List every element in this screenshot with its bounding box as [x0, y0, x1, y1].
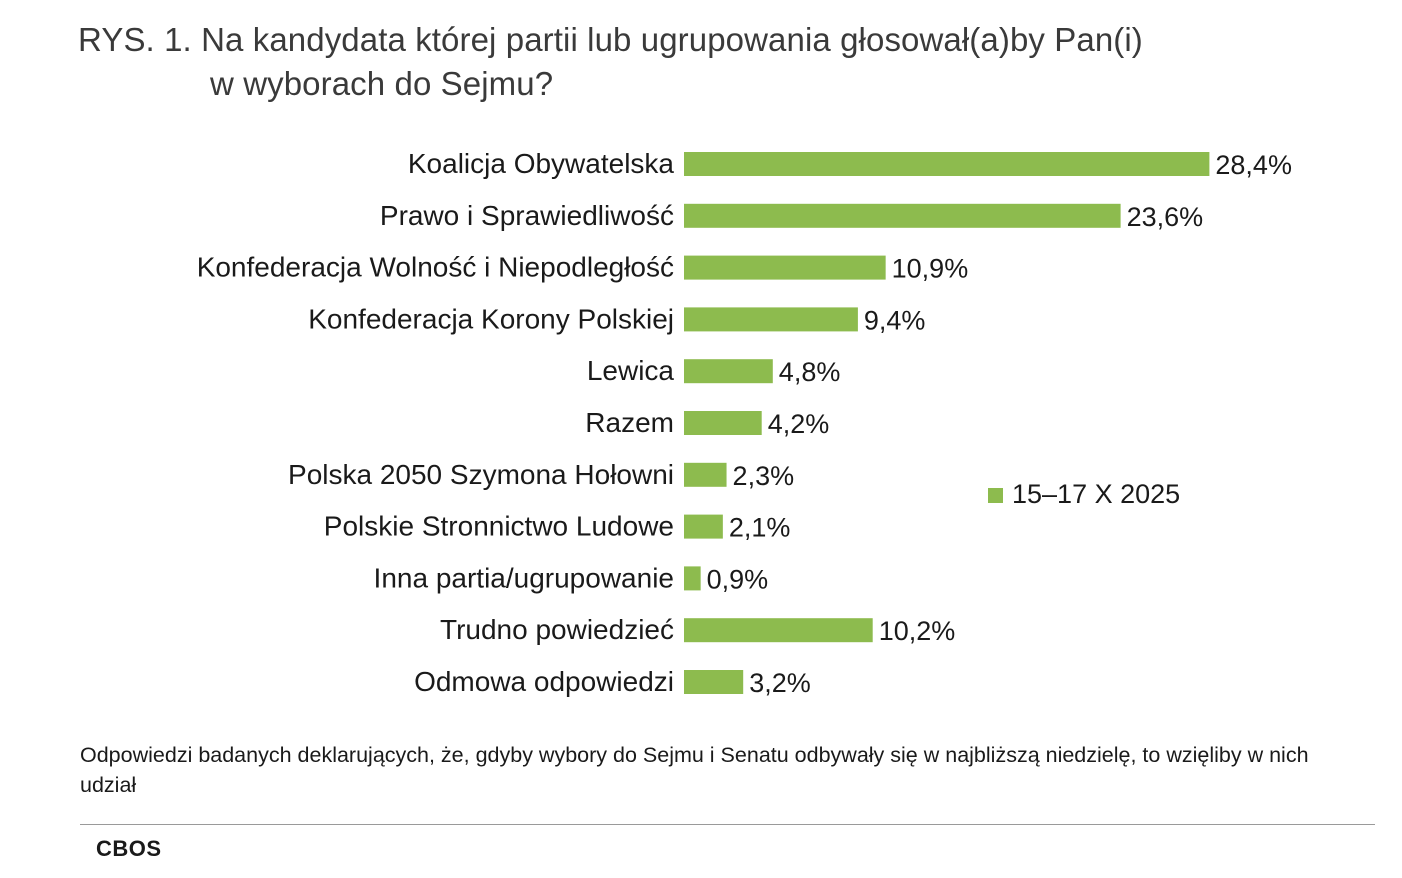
category-label: Odmowa odpowiedzi	[414, 666, 674, 697]
category-label: Koalicja Obywatelska	[408, 148, 675, 179]
category-label: Konfederacja Wolność i Niepodległość	[197, 252, 674, 283]
value-label: 23,6%	[1127, 202, 1204, 232]
bar	[684, 462, 727, 487]
bar	[684, 514, 723, 539]
category-label: Lewica	[587, 355, 675, 386]
value-label: 4,8%	[779, 357, 841, 387]
chart-title-line2: w wyborach do Sejmu?	[210, 65, 554, 102]
bars-layer: Koalicja Obywatelska 28,4% Prawo i Sprawie…	[197, 148, 1292, 698]
category-label: Trudno powiedzieć	[440, 614, 674, 645]
chart-title-line1: RYS. 1. Na kandydata której partii lub u…	[78, 21, 1143, 58]
bar	[684, 566, 701, 591]
bar	[684, 255, 886, 280]
source-label: CBOS	[96, 836, 162, 861]
category-label: Prawo i Sprawiedliwość	[380, 200, 674, 231]
legend-swatch	[988, 488, 1003, 503]
value-label: 9,4%	[864, 305, 926, 335]
footnote: Odpowiedzi badanych deklarujących, że, g…	[80, 743, 1309, 797]
value-label: 10,2%	[879, 616, 956, 646]
category-label: Polskie Stronnictwo Ludowe	[324, 511, 674, 542]
value-label: 10,9%	[892, 254, 969, 284]
value-label: 0,9%	[707, 564, 769, 594]
bar	[684, 359, 773, 384]
chart-title: RYS. 1. Na kandydata której partii lub u…	[78, 18, 1143, 106]
legend-label: 15–17 X 2025	[1012, 479, 1180, 509]
category-label: Razem	[585, 407, 674, 438]
value-label: 3,2%	[749, 668, 811, 698]
legend: 15–17 X 2025	[988, 479, 1180, 509]
bar	[684, 152, 1210, 176]
bar	[684, 670, 744, 694]
bar	[684, 307, 858, 332]
category-label: Polska 2050 Szymona Hołowni	[288, 459, 674, 490]
value-label: 28,4%	[1215, 150, 1292, 180]
value-label: 4,2%	[768, 409, 830, 439]
bar	[684, 618, 873, 643]
category-label: Konfederacja Korony Polskiej	[308, 303, 674, 334]
divider	[80, 824, 1375, 825]
value-label: 2,3%	[733, 461, 795, 491]
category-label: Inna partia/ugrupowanie	[374, 562, 674, 593]
bar	[684, 203, 1121, 228]
bar	[684, 411, 762, 435]
value-label: 2,1%	[729, 513, 791, 543]
